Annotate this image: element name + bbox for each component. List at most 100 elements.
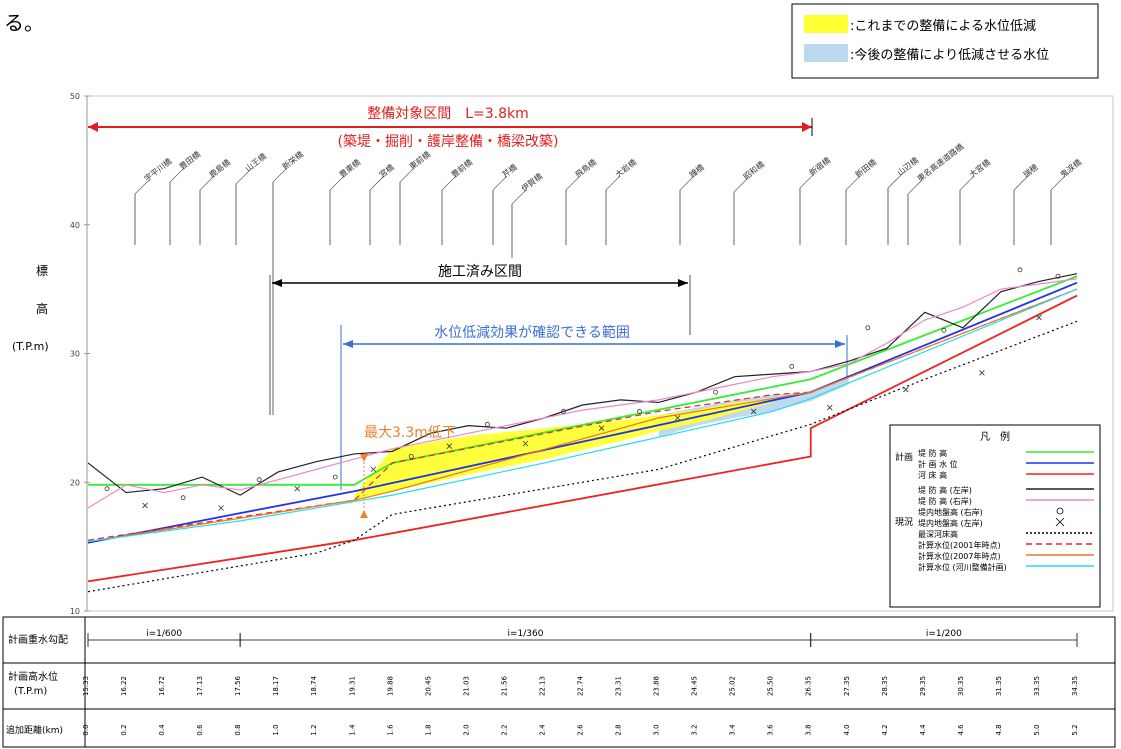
- right-bank-ground-point: [256, 477, 262, 483]
- distance-value: 4.8: [995, 724, 1003, 735]
- inner-legend-label: 堤 防 高 (左岸): [918, 485, 972, 495]
- series-line-6: [87, 288, 1078, 543]
- bridge-leader: [605, 175, 621, 191]
- distance-value: 4.2: [881, 724, 889, 735]
- right-bank-ground-point: [1017, 267, 1023, 273]
- hwl-value: 22.13: [538, 676, 546, 696]
- series-line-2: [87, 281, 1078, 544]
- inner-legend-label: 堤内地盤高 (右岸): [918, 507, 983, 517]
- hwl-value: 23.31: [615, 676, 623, 696]
- bridge-leader: [169, 167, 185, 183]
- inner-legend-label: 計算水位(2007年時点): [918, 551, 1001, 561]
- y-tick-label: 30: [70, 350, 80, 359]
- distance-value: 4.0: [843, 724, 851, 735]
- hwl-value: 28.35: [881, 676, 889, 696]
- plot-area: [87, 267, 1078, 593]
- gradient-label: i=1/200: [926, 629, 962, 639]
- hwl-value: 20.45: [424, 676, 432, 696]
- bridge-leader: [959, 175, 975, 191]
- distance-value: 5.0: [1033, 724, 1041, 735]
- bridge-leader: [199, 175, 215, 191]
- right-bank-ground-point: [180, 495, 186, 501]
- bridge-leader: [329, 175, 345, 191]
- bridge-leader: [1013, 175, 1029, 191]
- hwl-value: 24.45: [691, 676, 699, 696]
- bridge-leader: [887, 173, 903, 189]
- hwl-value: 29.35: [919, 676, 927, 696]
- right-bank-ground-point: [941, 327, 947, 333]
- series-line-7: [87, 288, 1078, 543]
- left-bank-ground-point: [522, 440, 529, 447]
- y-tick-label: 20: [70, 478, 80, 487]
- y-tick-label: 10: [70, 607, 80, 616]
- distance-value: 2.2: [500, 724, 508, 735]
- distance-value: 1.2: [310, 724, 318, 735]
- bridge-leader: [441, 175, 457, 191]
- distance-value: 4.4: [919, 724, 927, 736]
- left-bank-ground-point: [294, 485, 300, 492]
- distance-value: 3.8: [805, 724, 813, 735]
- left-bank-ground-point: [218, 505, 224, 511]
- table-row3-label: 追加距離(km): [6, 724, 63, 736]
- bridge-leader: [733, 177, 749, 193]
- hwl-value: 15.33: [82, 676, 90, 696]
- bridge-leader: [134, 179, 150, 195]
- legend-swatch-past: [804, 15, 848, 33]
- hwl-value: 31.35: [995, 676, 1003, 696]
- bridge-leader: [907, 179, 923, 195]
- inner-legend-label: 堤内地盤高 (左岸): [918, 518, 983, 528]
- bridge-leader: [369, 175, 385, 191]
- completed-section-annotation: 施工済み区間: [269, 264, 691, 415]
- target-section-annotation: 整備対象区間 L=3.8km (築堤・掘削・護岸整備・橋梁改築): [88, 106, 813, 150]
- y-axis-label-2: 高: [36, 301, 48, 316]
- bridge-leader: [492, 175, 508, 191]
- distance-value: 2.0: [462, 724, 470, 735]
- right-bank-ground-point: [485, 421, 490, 427]
- inner-legend-swatch: [1055, 517, 1065, 527]
- hwl-value: 26.35: [805, 676, 813, 696]
- right-bank-ground-point: [1055, 273, 1061, 279]
- max-drop-label: 最大3.3m低下: [364, 425, 456, 441]
- series-line-8: [87, 273, 1078, 496]
- inner-legend-group-label: 計画: [895, 451, 913, 463]
- right-bank-ground-point: [789, 363, 795, 369]
- distance-value: 4.6: [957, 724, 965, 736]
- inner-legend-label: 計 画 水 位: [918, 459, 958, 469]
- inner-legend: 凡 例 計画堤 防 高計 画 水 位河 床 高現況 堤 防 高 (左岸)堤 防 高…: [889, 424, 1101, 608]
- inner-legend-label: 計算水位 (河川整備計画): [918, 562, 1007, 572]
- table-row2-label: 計画高水位: [8, 670, 58, 683]
- effect-range-label: 水位低減効果が確認できる範囲: [434, 324, 630, 341]
- hwl-value: 21.03: [462, 676, 470, 696]
- bridge-leader: [399, 167, 415, 183]
- legend-label-past: :これまでの整備による水位低減: [850, 18, 1036, 34]
- distance-value: 1.4: [348, 724, 356, 736]
- distance-value: 2.6: [577, 724, 585, 736]
- right-bank-ground-point: [637, 409, 642, 414]
- bridge-leader: [845, 175, 861, 191]
- distance-value: 1.0: [272, 724, 280, 735]
- hwl-value: 25.50: [767, 676, 775, 696]
- bridge-leader: [1050, 175, 1066, 191]
- hwl-value: 27.35: [843, 676, 851, 696]
- hwl-value: 17.56: [234, 675, 242, 696]
- table-row2-unit: (T.P.m): [14, 686, 47, 697]
- hwl-value: 17.13: [196, 676, 204, 696]
- target-section-label: 整備対象区間 L=3.8km: [367, 106, 529, 122]
- top-legend: :これまでの整備による水位低減 :今後の整備により低減させる水位: [791, 3, 1099, 79]
- right-bank-ground-point: [713, 389, 719, 395]
- y-axis-label-3: (T.P.m): [12, 340, 49, 353]
- right-bank-ground-point: [408, 454, 414, 459]
- hwl-value: 25.02: [729, 676, 737, 696]
- hwl-value: 22.74: [577, 675, 585, 696]
- right-bank-ground-point: [104, 486, 110, 492]
- inner-legend-group-label: 現況: [895, 517, 913, 528]
- table-row1-label: 計画重水勾配: [8, 633, 68, 646]
- gradient-label: i=1/360: [507, 629, 543, 639]
- bridge-leader: [799, 173, 815, 189]
- profile-table: 計画重水勾配 計画高水位 (T.P.m) 追加距離(km) i=1/600 i=1…: [2, 616, 1116, 748]
- left-bank-ground-point: [826, 404, 833, 411]
- distance-value: 1.6: [386, 724, 394, 736]
- hwl-value: 34.35: [1071, 676, 1079, 696]
- y-tick-label: 50: [70, 92, 80, 101]
